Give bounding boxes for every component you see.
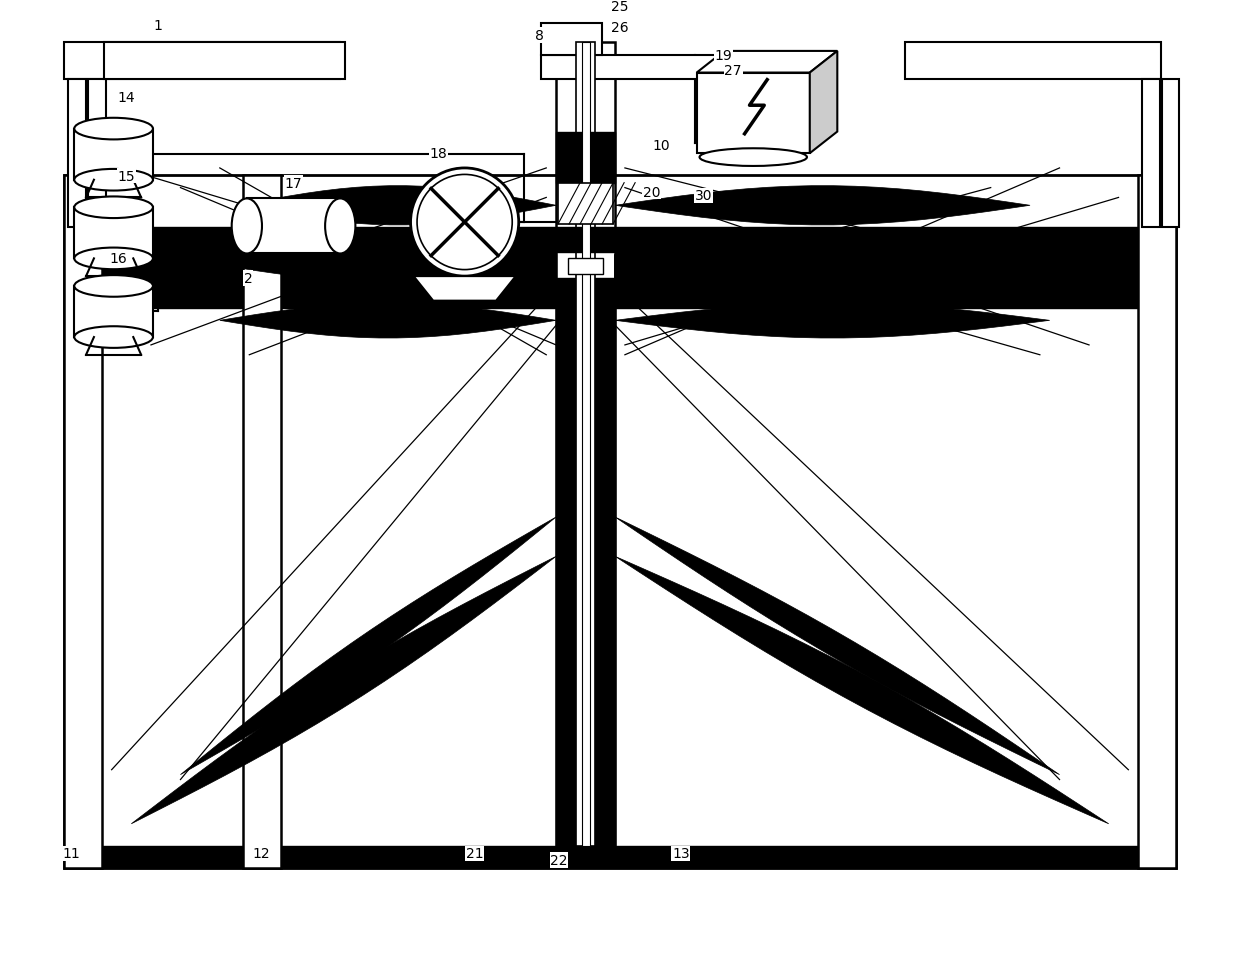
Bar [556,132,615,184]
Bar [1162,80,1179,228]
Text: 14: 14 [118,91,135,105]
Bar [74,208,153,259]
Text: 10: 10 [652,139,670,153]
Bar [905,43,1161,80]
Text: 2: 2 [244,272,253,286]
Text: 16: 16 [109,253,128,266]
Polygon shape [810,51,837,154]
Bar [556,279,615,846]
Polygon shape [615,517,1059,775]
Polygon shape [131,557,556,824]
Text: 15: 15 [118,170,135,184]
Bar [68,80,86,228]
Polygon shape [413,276,516,301]
Ellipse shape [74,197,153,219]
Text: 21: 21 [466,846,484,861]
Ellipse shape [74,249,153,270]
Ellipse shape [74,119,153,140]
Polygon shape [200,242,556,282]
Circle shape [417,175,512,271]
Polygon shape [615,557,1109,824]
Ellipse shape [74,327,153,349]
Text: 26: 26 [611,21,629,35]
Bar [74,130,153,180]
Text: 19: 19 [714,49,732,63]
Text: 11: 11 [62,846,81,861]
Bar [74,287,153,337]
Circle shape [410,169,518,276]
Text: 22: 22 [551,853,568,867]
Ellipse shape [74,275,153,297]
Bar [64,43,340,80]
Text: 27: 27 [724,64,742,77]
Text: 17: 17 [285,176,303,191]
Bar [104,43,345,80]
Bar [247,199,340,254]
Bar [64,175,102,868]
Polygon shape [615,242,1069,282]
Ellipse shape [74,170,153,192]
Bar [1142,80,1159,228]
Bar [88,80,105,228]
Text: 30: 30 [694,190,712,203]
Text: 18: 18 [429,147,446,161]
Bar [582,43,589,846]
Bar [568,259,604,274]
Text: 25: 25 [611,0,629,13]
Text: 20: 20 [642,185,660,199]
Polygon shape [615,255,632,279]
Bar [556,43,615,846]
Bar [64,175,1176,868]
Polygon shape [697,51,837,73]
Text: 12: 12 [252,846,270,861]
Polygon shape [538,255,556,279]
Polygon shape [615,303,1050,338]
Bar [64,846,1176,868]
Bar [542,56,822,80]
Polygon shape [615,187,1030,226]
Bar [64,228,1176,308]
Polygon shape [181,517,556,775]
Bar [558,184,613,225]
Bar [575,43,595,846]
Bar [243,175,280,868]
Text: 1: 1 [154,19,162,33]
Polygon shape [239,187,556,226]
Ellipse shape [699,149,807,167]
Bar [542,25,603,56]
Ellipse shape [232,199,262,254]
Bar [1138,175,1176,868]
Bar [697,73,810,154]
Polygon shape [219,303,556,338]
Text: 13: 13 [672,846,689,861]
Text: 8: 8 [534,30,544,43]
Ellipse shape [325,199,356,254]
Bar [556,228,615,253]
